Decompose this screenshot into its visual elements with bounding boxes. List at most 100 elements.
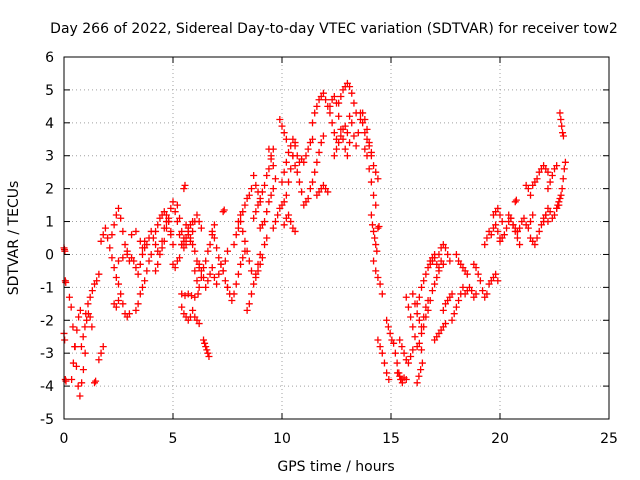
x-tick-label: 0 (60, 431, 69, 447)
data-point (468, 287, 476, 295)
data-point (402, 293, 410, 301)
data-point (228, 297, 236, 305)
data-point (152, 227, 160, 235)
data-point (158, 244, 166, 252)
y-tick-label: 2 (45, 182, 54, 198)
data-point (232, 231, 240, 239)
data-point (346, 112, 354, 120)
data-point (293, 152, 301, 160)
data-point (309, 119, 317, 127)
data-point (195, 320, 203, 328)
data-point (404, 303, 412, 311)
data-point (374, 336, 382, 344)
data-point (62, 278, 70, 286)
data-point (154, 260, 162, 268)
data-point (134, 270, 142, 278)
data-point (115, 280, 122, 288)
data-point (398, 343, 406, 351)
data-point (463, 270, 471, 278)
data-point (452, 303, 460, 311)
data-point (309, 135, 317, 143)
data-point (250, 171, 258, 179)
data-point (319, 89, 327, 97)
data-point (409, 290, 417, 298)
data-point (178, 241, 186, 249)
data-point (494, 277, 502, 285)
data-point (193, 211, 201, 219)
data-point (472, 290, 480, 298)
data-point (115, 257, 122, 265)
data-point (282, 191, 290, 199)
data-point (293, 168, 301, 176)
data-point (330, 152, 338, 160)
data-point (234, 270, 242, 278)
data-point (396, 336, 404, 344)
data-point (558, 122, 566, 130)
data-point (555, 198, 563, 206)
data-point (180, 234, 188, 242)
data-point (181, 181, 189, 189)
data-point (215, 270, 223, 278)
data-point (210, 234, 218, 242)
data-point (372, 267, 380, 275)
data-point (556, 195, 564, 203)
data-point (77, 343, 85, 351)
data-point (361, 145, 369, 153)
data-point (356, 109, 364, 117)
data-point (110, 221, 118, 229)
data-point (424, 306, 432, 314)
y-axis-title: SDTVAR / TECUs (6, 181, 22, 296)
data-point (138, 250, 146, 258)
data-point (112, 303, 120, 311)
data-point (383, 369, 391, 377)
data-point (363, 152, 371, 160)
data-point (370, 191, 378, 199)
data-point (367, 178, 375, 186)
data-point (374, 224, 382, 232)
data-point (180, 185, 188, 193)
data-point (374, 175, 382, 183)
data-point (402, 376, 410, 384)
data-point (254, 188, 262, 196)
data-point (171, 264, 179, 272)
data-point (88, 287, 96, 295)
data-point (516, 241, 524, 249)
data-point (365, 165, 373, 173)
data-point (559, 132, 567, 140)
data-point (104, 234, 112, 242)
data-point (285, 148, 293, 156)
data-point (83, 316, 91, 324)
data-point (372, 241, 380, 249)
data-point (138, 283, 146, 291)
data-point (365, 142, 373, 150)
data-point (372, 201, 380, 209)
chart-title: Day 266 of 2022, Sidereal Day-to-day VTE… (50, 21, 618, 37)
x-tick-labels: 0 5 10 15 20 25 (60, 431, 618, 447)
data-point (520, 214, 528, 222)
data-point (428, 287, 436, 295)
data-point (492, 270, 500, 278)
data-point (535, 227, 543, 235)
data-point (162, 224, 170, 232)
data-point (134, 300, 142, 308)
data-point (265, 198, 273, 206)
data-point (404, 359, 412, 367)
data-point (188, 292, 196, 300)
data-point (132, 306, 140, 314)
data-point (165, 218, 173, 226)
y-tick-labels: -5 -4 -3 -2 -1 0 1 2 3 4 5 6 (40, 50, 54, 428)
data-point (267, 191, 275, 199)
data-point (261, 218, 269, 226)
data-point (101, 224, 109, 232)
data-point (186, 237, 194, 245)
data-point (439, 260, 447, 268)
y-tick-label: -2 (40, 313, 54, 329)
data-point (97, 237, 105, 245)
data-point (197, 224, 205, 232)
data-point (276, 116, 284, 124)
data-point (79, 333, 87, 341)
data-point (559, 129, 567, 137)
data-point (65, 293, 73, 301)
data-point (551, 211, 558, 219)
data-point (250, 280, 258, 288)
